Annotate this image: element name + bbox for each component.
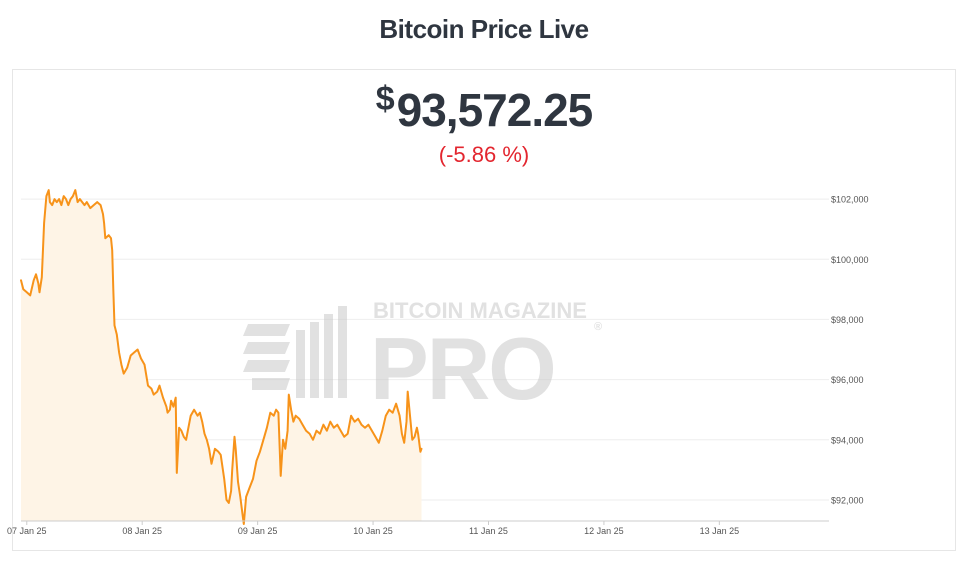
y-tick-label: $100,000 [831,255,869,265]
x-tick-label: 09 Jan 25 [238,526,278,536]
price-line[interactable] [20,189,423,525]
y-tick-label: $92,000 [831,495,864,505]
price-value: 93,572.25 [396,84,594,136]
watermark-logo-icon [243,306,347,398]
x-tick-label: 08 Jan 25 [122,526,162,536]
axes-group: $92,000 $94,000 $96,000 $98,000 $100,000 $102… [7,195,869,536]
page-title: Bitcoin Price Live [379,14,589,44]
x-tick-label: 13 Jan 25 [700,526,740,536]
y-tick-label: $98,000 [831,315,864,325]
watermark-line1: BITCOIN MAGAZINE [373,298,587,323]
currency-symbol: $ [375,80,395,118]
price-area [21,190,422,524]
y-tick-label: $102,000 [831,195,869,205]
watermark-registered-mark: ® [594,321,602,333]
series-group [20,189,423,525]
y-tick-label: $94,000 [831,435,864,445]
price-change: (-5.86 %) [438,142,530,167]
x-tick-label: 07 Jan 25 [7,526,47,536]
x-tick-label: 10 Jan 25 [353,526,393,536]
x-tick-label: 11 Jan 25 [469,526,508,536]
x-tick-label: 12 Jan 25 [584,526,624,536]
price-display: $93,572.25 [0,80,968,137]
y-tick-label: $96,000 [831,375,864,385]
watermark-line2: PRO [370,319,555,418]
watermark: BITCOIN MAGAZINE PRO ® [243,298,602,418]
